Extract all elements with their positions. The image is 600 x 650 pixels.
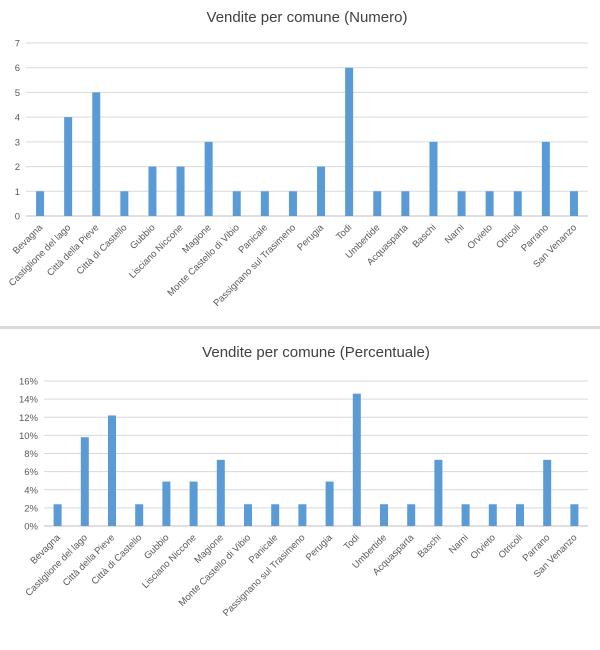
bar-bevagna	[36, 191, 45, 216]
chart-panel-count: Vendite per comune (Numero) 0 1 2 3 4 5 6 7 Bevag…	[7, 9, 588, 309]
y-tick-label: 6%	[24, 467, 38, 478]
bar-otricoli	[513, 191, 522, 216]
y-tick-label: 1	[15, 187, 20, 198]
bar-monte-castello-di-vibio	[232, 191, 241, 216]
x-category-label: Todi	[342, 532, 362, 552]
x-category-label: Città di Castello	[89, 532, 144, 587]
bar-otricoli	[516, 504, 524, 526]
bar-castiglione-del-lago	[64, 117, 73, 216]
bar-passignano-sul-trasimeno	[298, 504, 307, 526]
y-tick-label: 5	[15, 88, 20, 99]
x-category-label: Baschi	[416, 532, 444, 560]
bar-gubbio	[148, 166, 157, 216]
bar-acquasparta	[407, 504, 416, 526]
x-category-label: Todi	[334, 222, 354, 242]
bar-baschi	[429, 141, 438, 216]
bar-baschi	[434, 459, 443, 526]
bar-todi	[352, 393, 361, 526]
y-tick-label: 4%	[24, 485, 38, 496]
y-tick-label: 14%	[19, 395, 39, 406]
y-tick-label: 4	[15, 113, 20, 124]
bar-monte-castello-di-vibio	[244, 504, 252, 526]
bar-citt-di-castello	[120, 191, 129, 216]
bar-narni	[457, 191, 466, 216]
bar-parrano	[543, 459, 552, 526]
y-tick-label: 6	[15, 63, 20, 74]
bar-orvieto	[488, 504, 497, 526]
bar-umbertide	[373, 191, 382, 216]
bar-san-venanzo	[569, 191, 578, 216]
bar-bevagna	[53, 504, 62, 526]
bar-lisciano-niccone	[176, 166, 185, 216]
y-tick-label: 10%	[19, 431, 39, 442]
bar-umbertide	[380, 504, 388, 526]
y-tick-label: 12%	[19, 413, 39, 424]
x-category-label: Perugia	[304, 532, 335, 563]
bar-san-venanzo	[570, 504, 579, 526]
y-tick-label: 7	[15, 39, 20, 50]
bar-narni	[461, 504, 470, 526]
bar-chart-percent: Vendite per comune (Percentuale) 0% 2% 4% 6%…	[19, 344, 588, 619]
x-category-label: Perugia	[295, 222, 326, 253]
x-category-label: Narni	[447, 532, 471, 556]
bar-lisciano-niccone	[189, 481, 198, 526]
x-category-label: Narni	[443, 222, 467, 246]
bar-gubbio	[162, 481, 171, 526]
bar-parrano	[541, 141, 550, 216]
y-tick-label: 0	[15, 212, 20, 223]
chart-divider	[0, 326, 600, 329]
bar-castiglione-del-lago	[80, 437, 89, 526]
bar-magione	[216, 459, 225, 526]
x-category-label: Città di Castello	[75, 222, 130, 277]
bar-acquasparta	[401, 191, 410, 216]
y-tick-label: 8%	[24, 449, 38, 460]
bar-citt-di-castello	[135, 504, 144, 526]
y-tick-label: 2	[15, 162, 20, 173]
y-tick-label: 16%	[19, 377, 39, 388]
y-tick-label: 0%	[24, 522, 38, 533]
bar-perugia	[317, 166, 326, 216]
bar-panicale	[271, 504, 280, 526]
bar-passignano-sul-trasimeno	[288, 191, 297, 216]
y-tick-label: 3	[15, 137, 20, 148]
bar-magione	[204, 141, 213, 216]
x-category-label: Orvieto	[468, 532, 497, 561]
chart-title: Vendite per comune (Percentuale)	[202, 344, 430, 361]
y-tick-label: 2%	[24, 503, 38, 514]
chart-panel-percent: Vendite per comune (Percentuale) 0% 2% 4% 6%…	[0, 330, 600, 650]
bar-panicale	[260, 191, 269, 216]
bar-orvieto	[485, 191, 494, 216]
chart-title: Vendite per comune (Numero)	[207, 9, 408, 26]
x-category-label: Orvieto	[465, 222, 494, 251]
x-category-label: Baschi	[411, 222, 439, 250]
bar-todi	[345, 67, 354, 216]
bar-chart-count: Vendite per comune (Numero)01234567Bevag…	[7, 9, 588, 309]
bar-perugia	[325, 481, 334, 526]
bar-citt-della-pieve	[108, 415, 116, 526]
bar-citt-della-pieve	[92, 92, 101, 216]
